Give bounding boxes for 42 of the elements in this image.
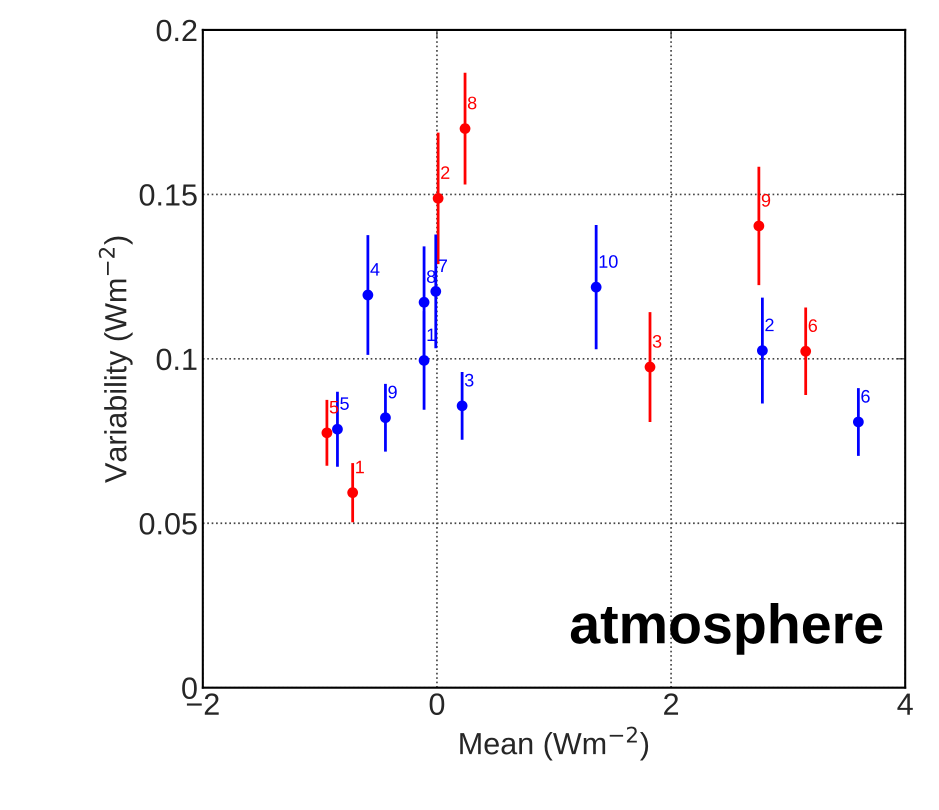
- annotation: 9: [388, 386, 397, 398]
- annotation: 9: [762, 194, 770, 207]
- y-tick-label: 0.2: [156, 20, 196, 42]
- annotation: 6: [808, 319, 818, 332]
- annotation: 2: [765, 318, 774, 332]
- y-tick-label: 0.05: [140, 512, 197, 535]
- annotation: 6: [861, 390, 870, 403]
- point: [418, 355, 430, 366]
- y-tick-label: 0.1: [156, 348, 196, 370]
- x-tick-label: 0: [430, 693, 444, 715]
- annotation: 8: [468, 96, 476, 110]
- point: [456, 400, 468, 412]
- point: [432, 192, 444, 204]
- point: [852, 416, 864, 428]
- annotation: 5: [340, 397, 349, 410]
- x-tick-label: 2: [664, 693, 678, 715]
- annotation: 2: [441, 166, 450, 179]
- annotation: atmosphere: [570, 603, 882, 655]
- point: [800, 346, 812, 357]
- point: [753, 220, 764, 232]
- point: [590, 282, 602, 293]
- point: [757, 345, 768, 356]
- y-axis-title: Variability (Wm$^{−2}$): [98, 236, 133, 483]
- point: [460, 123, 470, 134]
- annotation: 3: [652, 335, 662, 348]
- point: [362, 290, 374, 300]
- x-tick-label: 4: [897, 694, 913, 715]
- annotation: 1: [356, 460, 364, 474]
- point: [430, 286, 442, 297]
- point: [644, 362, 656, 372]
- point: [322, 427, 332, 438]
- annotation: 10: [600, 255, 618, 268]
- annotation: 4: [370, 263, 380, 276]
- point: [418, 296, 430, 308]
- point: [380, 412, 391, 424]
- x-axis-title: Mean (Wm$^{−2}$): [460, 726, 648, 760]
- point: [347, 487, 358, 498]
- annotation: 3: [464, 374, 474, 387]
- annotation: 7: [438, 260, 447, 272]
- point: [332, 424, 343, 435]
- annotation: 1: [428, 328, 436, 342]
- y-tick-label: 0.15: [140, 184, 197, 206]
